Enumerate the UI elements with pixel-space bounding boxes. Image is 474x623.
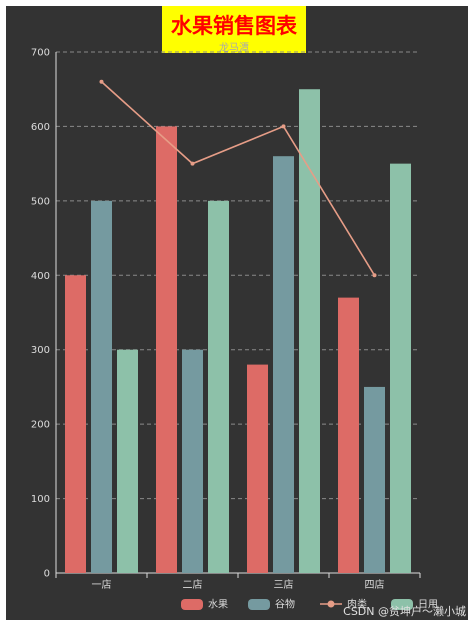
y-tick-label: 400 (31, 271, 50, 282)
y-tick-label: 200 (31, 420, 50, 431)
bar (91, 200, 112, 573)
x-tick-label: 二店 (183, 578, 203, 591)
bar (247, 364, 268, 573)
y-tick-label: 0 (44, 569, 50, 580)
line-point (190, 161, 195, 166)
x-tick-label: 一店 (92, 578, 112, 591)
title-box (162, 6, 306, 53)
y-tick-label: 500 (31, 196, 50, 207)
bar (364, 386, 385, 573)
x-tick-label: 四店 (365, 578, 385, 591)
series-line (100, 81, 376, 276)
y-tick-label: 600 (31, 122, 50, 133)
bar (156, 126, 177, 573)
bar (65, 275, 86, 573)
bar (299, 89, 320, 573)
legend-swatch (248, 599, 270, 610)
bar (182, 349, 203, 573)
watermark: CSDN @贫坤户～濑小城 (343, 605, 466, 618)
bar (273, 156, 294, 573)
legend-label: 谷物 (275, 598, 295, 611)
legend-label: 日用 (418, 600, 438, 611)
bar (390, 163, 411, 573)
x-tick-label: 三店 (274, 578, 294, 591)
legend-swatch (391, 599, 413, 610)
y-tick-label: 100 (31, 494, 50, 505)
chart-subtitle: 龙马潭 (219, 43, 249, 54)
legend-point-swatch (327, 600, 335, 608)
y-tick-label: 700 (31, 48, 50, 59)
line-point (281, 124, 286, 129)
chart-title: 水果销售图表 (171, 14, 297, 38)
line-point (99, 79, 104, 84)
legend-swatch (181, 599, 203, 610)
bar (117, 349, 138, 573)
line-point (372, 273, 377, 278)
bar (338, 297, 359, 573)
legend-label: 肉类 (347, 598, 367, 611)
y-tick-label: 300 (31, 345, 50, 356)
bar (208, 200, 229, 573)
legend-label: 水果 (208, 599, 228, 611)
